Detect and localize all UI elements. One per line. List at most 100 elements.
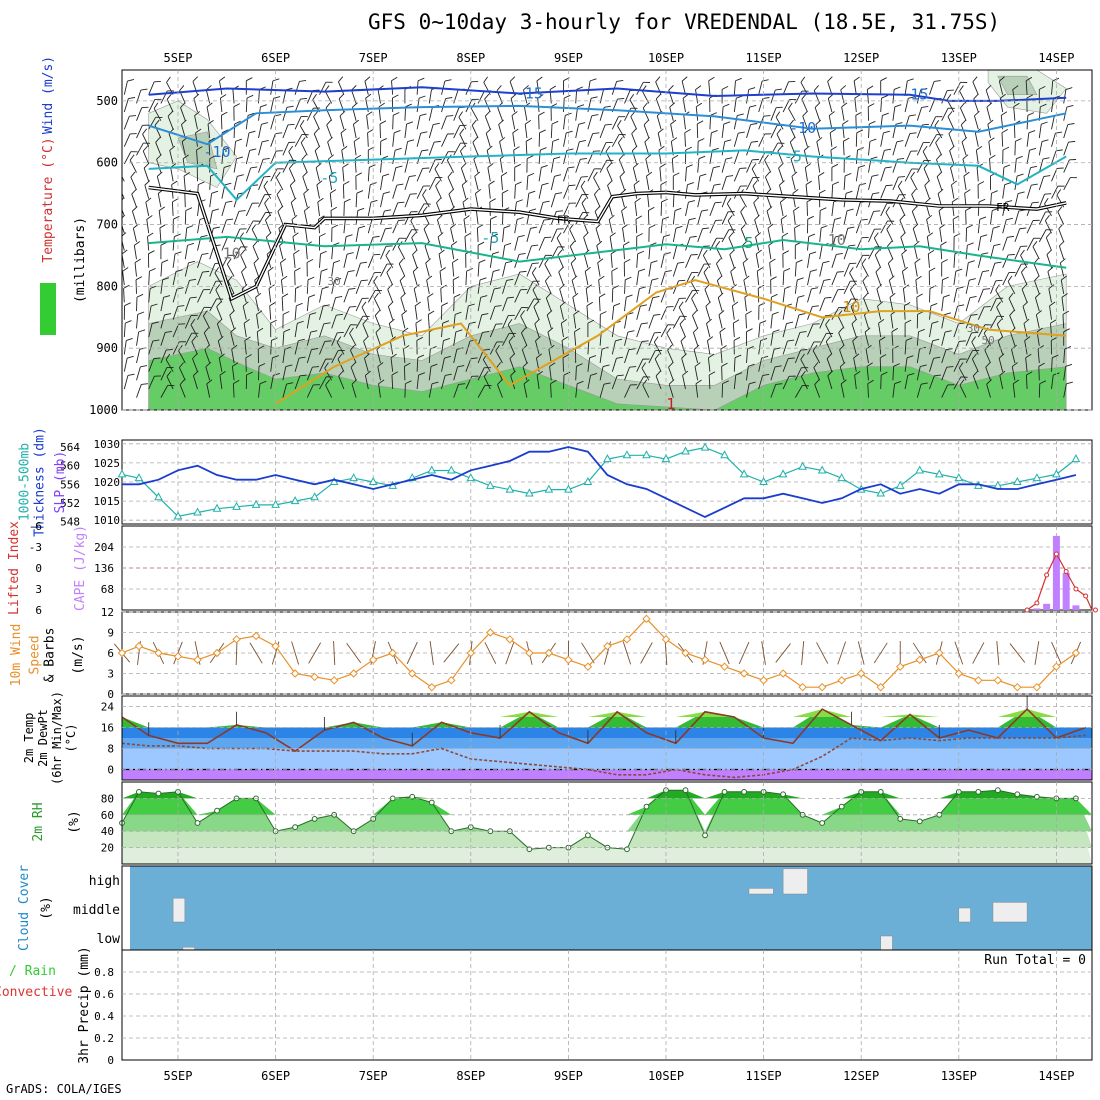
wind-barb xyxy=(721,103,730,121)
barb-flag xyxy=(277,168,284,170)
barb-shaft xyxy=(500,175,503,190)
barb-shaft xyxy=(537,98,540,113)
wind-barb xyxy=(782,339,795,355)
barb-flag xyxy=(1008,292,1014,299)
wind-barb xyxy=(660,270,672,286)
barb-shaft xyxy=(404,106,407,121)
barb-shaft xyxy=(922,151,930,165)
barb-shaft xyxy=(690,281,699,295)
barb-shaft xyxy=(831,271,838,286)
barb-flag xyxy=(756,249,762,255)
barb-shaft xyxy=(326,124,333,139)
wind-barb xyxy=(681,353,687,372)
date-label-bottom: 14SEP xyxy=(1038,1069,1074,1083)
barb-flag xyxy=(762,373,770,376)
barb-shaft xyxy=(416,357,419,372)
barb-shaft xyxy=(949,150,955,165)
barb-flag xyxy=(230,327,237,333)
wind-speed-point xyxy=(876,682,885,692)
wind-barb xyxy=(355,297,369,312)
wind-barb xyxy=(770,383,783,398)
wind-barb xyxy=(183,172,191,190)
wind-barb xyxy=(477,241,485,260)
barb-shaft xyxy=(936,176,943,191)
barb-shaft xyxy=(499,158,503,173)
barb-flag xyxy=(969,295,977,299)
barb-flag xyxy=(682,370,689,376)
barb-flag xyxy=(873,210,881,212)
barb-shaft xyxy=(489,288,495,303)
barb-shaft xyxy=(593,194,601,208)
barb-flag xyxy=(346,252,354,255)
barb-flag xyxy=(377,362,384,367)
rh-point xyxy=(741,788,747,795)
barb-flag xyxy=(1060,258,1066,264)
barb-flag xyxy=(670,119,677,125)
date-label-top: 5SEP xyxy=(164,51,193,65)
barb-flag xyxy=(140,365,148,368)
wind-barb xyxy=(184,207,193,225)
wind-barb xyxy=(155,136,162,156)
rh-fill-band xyxy=(122,790,1092,815)
barb-flag xyxy=(395,165,403,169)
barb-flag xyxy=(399,237,406,239)
barb-flag xyxy=(541,165,548,168)
rh-point xyxy=(585,832,591,839)
barb-flag xyxy=(960,102,966,109)
wind-barb xyxy=(672,172,680,190)
wind-barb xyxy=(892,158,905,173)
barb-flag xyxy=(678,301,684,308)
surface-wind-barb xyxy=(333,640,336,666)
barb-shaft xyxy=(376,349,381,364)
ylabel-text: Lifted Index xyxy=(7,521,22,615)
cloud-block xyxy=(992,902,1028,923)
barb-flag xyxy=(470,357,478,360)
wind-barb xyxy=(915,275,922,294)
wind-speed-point xyxy=(349,669,358,678)
barb-shaft xyxy=(807,253,811,268)
barb-shaft xyxy=(483,376,491,390)
barb-flag xyxy=(894,104,902,108)
wind-barb xyxy=(769,258,776,277)
barb-flag xyxy=(1040,103,1047,108)
barb-flag xyxy=(807,215,814,220)
wind-barb xyxy=(741,240,748,260)
wind-barb xyxy=(1002,235,1014,251)
cloud-block xyxy=(782,868,808,895)
barb-shaft xyxy=(1035,297,1040,312)
barb-shaft xyxy=(819,262,824,277)
wind-barb xyxy=(391,76,398,95)
barb-flag xyxy=(354,154,362,160)
wind-barb xyxy=(136,329,146,346)
slp-point xyxy=(564,484,573,493)
barb-shaft xyxy=(1014,158,1017,173)
barb-shaft xyxy=(599,349,603,364)
wind-barb xyxy=(498,119,504,139)
barb-flag xyxy=(204,306,211,308)
barb-shaft xyxy=(843,175,846,190)
surface-wind-barb xyxy=(664,640,668,666)
wind-barb xyxy=(221,254,235,269)
wind-barb xyxy=(855,254,870,269)
wind-barb xyxy=(788,119,796,139)
barb-flag xyxy=(946,366,954,368)
barb-shaft xyxy=(209,245,215,260)
barb-flag xyxy=(167,110,173,117)
barb-flag xyxy=(825,314,833,317)
barb-shaft xyxy=(611,305,615,320)
barb-flag xyxy=(187,242,195,246)
barb-flag xyxy=(159,224,166,229)
barb-shaft xyxy=(879,340,882,355)
barb-shaft xyxy=(217,340,223,355)
wind-barb xyxy=(269,301,276,320)
wind-barb xyxy=(484,93,491,113)
barb-flag xyxy=(735,77,742,82)
barb-shaft xyxy=(916,142,924,156)
wind-barb xyxy=(136,365,148,381)
barb-shaft xyxy=(878,323,882,338)
barb-shaft xyxy=(770,366,776,381)
wind-barb xyxy=(220,111,228,130)
barb-flag xyxy=(260,104,267,108)
wind-barb xyxy=(630,111,638,130)
barb-shaft xyxy=(536,375,540,390)
